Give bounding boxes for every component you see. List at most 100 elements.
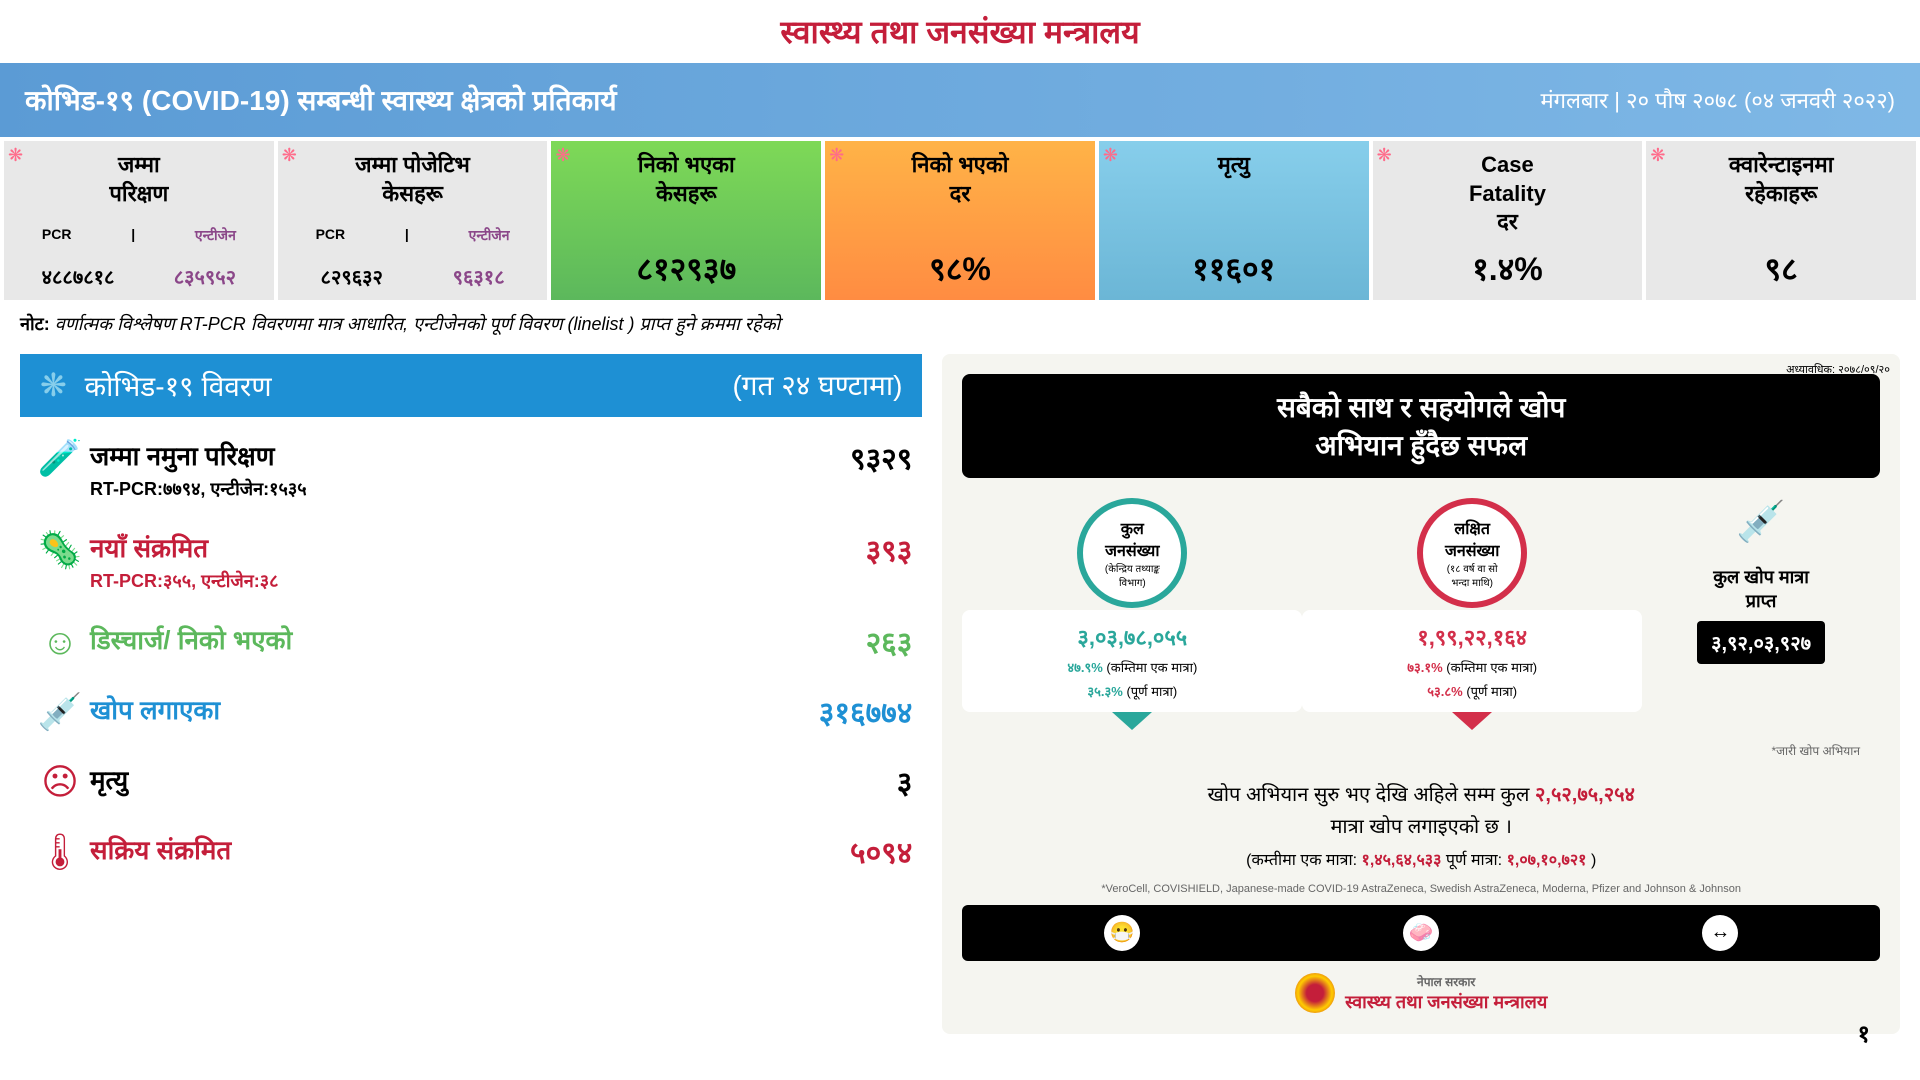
stat-card: ❋निको भएकाकेसहरू८१२९३७ <box>551 141 821 300</box>
stat-big-value: ११६०१ <box>1107 247 1361 290</box>
circle-block: कुलजनसंख्या(केन्द्रिय तथ्याङ्कविभाग)३,०३… <box>962 498 1302 730</box>
dose-label: कुल खोप मात्राप्राप्त <box>1642 565 1880 613</box>
page-title: स्वास्थ्य तथा जनसंख्या मन्त्रालय <box>0 0 1920 63</box>
stat-card: ❋क्वारेन्टाइनमारहेकाहरू९८ <box>1646 141 1916 300</box>
metric-icon: ☺ <box>30 621 90 663</box>
virus-icon: ❋ <box>8 145 23 166</box>
section-title: कोभिड-१९ विवरण <box>85 371 272 402</box>
stat-title: जम्मा पोजेटिभकेसहरू <box>286 151 540 208</box>
stat-card: ❋जम्मा पोजेटिभकेसहरूPCR|एन्टीजेन८२९६३२९६… <box>278 141 548 300</box>
s3b: १,४५,६४,५३३ <box>1362 852 1442 869</box>
metric-row: 🧪जम्मा नमुना परिक्षणRT-PCR:७७९४, एन्टीजे… <box>30 437 912 501</box>
left-panel: ❋ कोभिड-१९ विवरण (गत २४ घण्टामा) 🧪जम्मा … <box>20 354 922 1034</box>
ministry-line-2: स्वास्थ्य तथा जनसंख्या मन्त्रालय <box>1345 990 1547 1014</box>
circle-sub: (केन्द्रिय तथ्याङ्कविभाग) <box>1105 561 1160 589</box>
stat-val1: ४८८७८१८ <box>42 263 115 290</box>
s3e: ) <box>1591 852 1596 869</box>
stat-card: ❋निको भएकोदर९८% <box>825 141 1095 300</box>
metric-label: नयाँ संक्रमितRT-PCR:३५५, एन्टीजेन:३८ <box>90 529 712 593</box>
section-subtitle: (गत २४ घण्टामा) <box>732 366 902 404</box>
virus-icon: ❋ <box>40 367 67 403</box>
stat-card: ❋जम्मापरिक्षणPCR|एन्टीजेन४८८७८१८८३५९५२ <box>4 141 274 300</box>
mask-icon: 😷 <box>1104 915 1140 951</box>
pop-number: ३,०३,७८,०५५ <box>974 622 1290 652</box>
metric-value: ३९३ <box>712 529 912 570</box>
metric-row: 🦠नयाँ संक्रमितRT-PCR:३५५, एन्टीजेन:३८३९३ <box>30 529 912 593</box>
note-prefix: नोट: <box>20 314 50 334</box>
emblem-icon <box>1295 973 1335 1013</box>
note-line: नोट: वर्णात्मक विश्लेषण RT-PCR विवरणमा म… <box>0 304 1920 344</box>
metric-value: ३१६७७४ <box>712 691 912 732</box>
virus-icon: ❋ <box>1103 145 1118 166</box>
virus-icon: ❋ <box>829 145 844 166</box>
stat-big-value: १.४% <box>1381 247 1635 290</box>
metric-icon: 🦠 <box>30 529 90 571</box>
metric-label: डिस्चार्ज/ निको भएको <box>90 621 712 657</box>
s3a: (कम्तीमा एक मात्रा: <box>1246 852 1357 869</box>
circle-block: लक्षितजनसंख्या(१८ वर्ष वा सोभन्दा माथि) १… <box>1302 498 1642 730</box>
population-card: ३,०३,७८,०५५ ४७.९% (कम्तिमा एक मात्रा) ३५.३… <box>962 610 1302 712</box>
stat-card: ❋मृत्यु ११६०१ <box>1099 141 1369 300</box>
pop-line-2: ३५.३% (पूर्ण मात्रा) <box>974 682 1290 700</box>
pop-line-1: ४७.९% (कम्तिमा एक मात्रा) <box>974 658 1290 676</box>
metric-row: 🌡सक्रिय संक्रमित५०९४ <box>30 831 912 873</box>
metric-value: ५०९४ <box>712 831 912 872</box>
stat-val2: ९६३१८ <box>453 263 505 290</box>
ministry-line-1: नेपाल सरकार <box>1345 973 1547 990</box>
metric-icon: ☹ <box>30 761 90 803</box>
population-circle: कुलजनसंख्या(केन्द्रिय तथ्याङ्कविभाग) <box>1077 498 1187 608</box>
vaccine-date-note: अध्यावधिक: २०७८/०९/२० <box>1786 362 1890 377</box>
ministry-footer: नेपाल सरकार स्वास्थ्य तथा जनसंख्या मन्त्… <box>962 973 1880 1014</box>
vaccine-circles: कुलजनसंख्या(केन्द्रिय तथ्याङ्कविभाग)३,०३… <box>962 498 1880 730</box>
stat-title: क्वारेन्टाइनमारहेकाहरू <box>1654 151 1908 208</box>
note-text: वर्णात्मक विश्लेषण RT-PCR विवरणमा मात्र … <box>55 314 780 334</box>
page-number: १ <box>1858 1017 1870 1050</box>
metric-icon: 🧪 <box>30 437 90 479</box>
metric-sub: RT-PCR:३५५, एन्टीजेन:३८ <box>90 569 712 593</box>
metric-icon: 🌡 <box>30 831 90 873</box>
syringe-icon: 💉 <box>1642 498 1880 545</box>
right-panel: अध्यावधिक: २०७८/०९/२० सबैको साथ र सहयोगल… <box>942 354 1900 1034</box>
metric-list: 🧪जम्मा नमुना परिक्षणRT-PCR:७७९४, एन्टीजे… <box>20 417 922 921</box>
stat-sub2: एन्टीजेन <box>195 226 236 245</box>
stat-title: CaseFatalityदर <box>1381 151 1635 237</box>
virus-icon: ❋ <box>555 145 570 166</box>
population-card: १,९९,२२,१६४७३.१% (कम्तिमा एक मात्रा)५३.८… <box>1302 610 1642 712</box>
stat-title: निको भएकाकेसहरू <box>559 151 813 208</box>
stat-val1: ८२९६३२ <box>321 263 383 290</box>
circle-sub: (१८ वर्ष वा सोभन्दा माथि) <box>1447 561 1498 589</box>
metric-row: ☺डिस्चार्ज/ निको भएको२६३ <box>30 621 912 663</box>
circle-label: लक्षितजनसंख्या <box>1445 517 1499 561</box>
virus-icon: ❋ <box>1377 145 1392 166</box>
metric-label: मृत्यु <box>90 761 712 797</box>
pop-line-2: ५३.८% (पूर्ण मात्रा) <box>1314 682 1630 700</box>
section-header: ❋ कोभिड-१९ विवरण (गत २४ घण्टामा) <box>20 354 922 417</box>
metric-row: ☹मृत्यु३ <box>30 761 912 803</box>
metric-icon: 💉 <box>30 691 90 733</box>
stat-sub1: PCR <box>316 226 346 245</box>
stat-title: जम्मापरिक्षण <box>12 151 266 208</box>
arrow-down-icon <box>1452 712 1492 730</box>
arrow-down-icon <box>1112 712 1152 730</box>
metric-label: जम्मा नमुना परिक्षणRT-PCR:७७९४, एन्टीजेन… <box>90 437 712 501</box>
metric-label: खोप लगाएका <box>90 691 712 727</box>
stat-title: मृत्यु <box>1107 151 1361 180</box>
metric-row: 💉खोप लगाएका३१६७७४ <box>30 691 912 733</box>
vaccine-jaari: *जारी खोप अभियान <box>962 742 1880 759</box>
metric-value: ३ <box>712 761 912 802</box>
header-left: कोभिड-१९ (COVID-19) सम्बन्धी स्वास्थ्य क… <box>25 81 617 119</box>
stats-row: ❋जम्मापरिक्षणPCR|एन्टीजेन४८८७८१८८३५९५२❋ज… <box>0 137 1920 304</box>
virus-icon: ❋ <box>282 145 297 166</box>
stat-val2: ८३५९५२ <box>174 263 236 290</box>
vaccine-title: सबैको साथ र सहयोगले खोपअभियान हुँदैछ सफल <box>962 374 1880 478</box>
header-right: मंगलबार | २० पौष २०७८ (०४ जनवरी २०२२) <box>1540 85 1895 115</box>
header-bar: कोभिड-१९ (COVID-19) सम्बन्धी स्वास्थ्य क… <box>0 63 1920 137</box>
metric-value: २६३ <box>712 621 912 662</box>
summary-text-2: मात्रा खोप लगाइएको छ । <box>1330 816 1512 838</box>
dose-number: ३,९२,०३,९२७ <box>1697 621 1825 664</box>
circle-label: कुलजनसंख्या <box>1105 517 1159 561</box>
summary-red-1: २,५२,७५,२५४ <box>1535 784 1635 806</box>
vaccine-footnote: *VeroCell, COVISHIELD, Japanese-made COV… <box>962 883 1880 895</box>
metric-value: ९३२९ <box>712 437 912 478</box>
virus-icon: ❋ <box>1650 145 1665 166</box>
